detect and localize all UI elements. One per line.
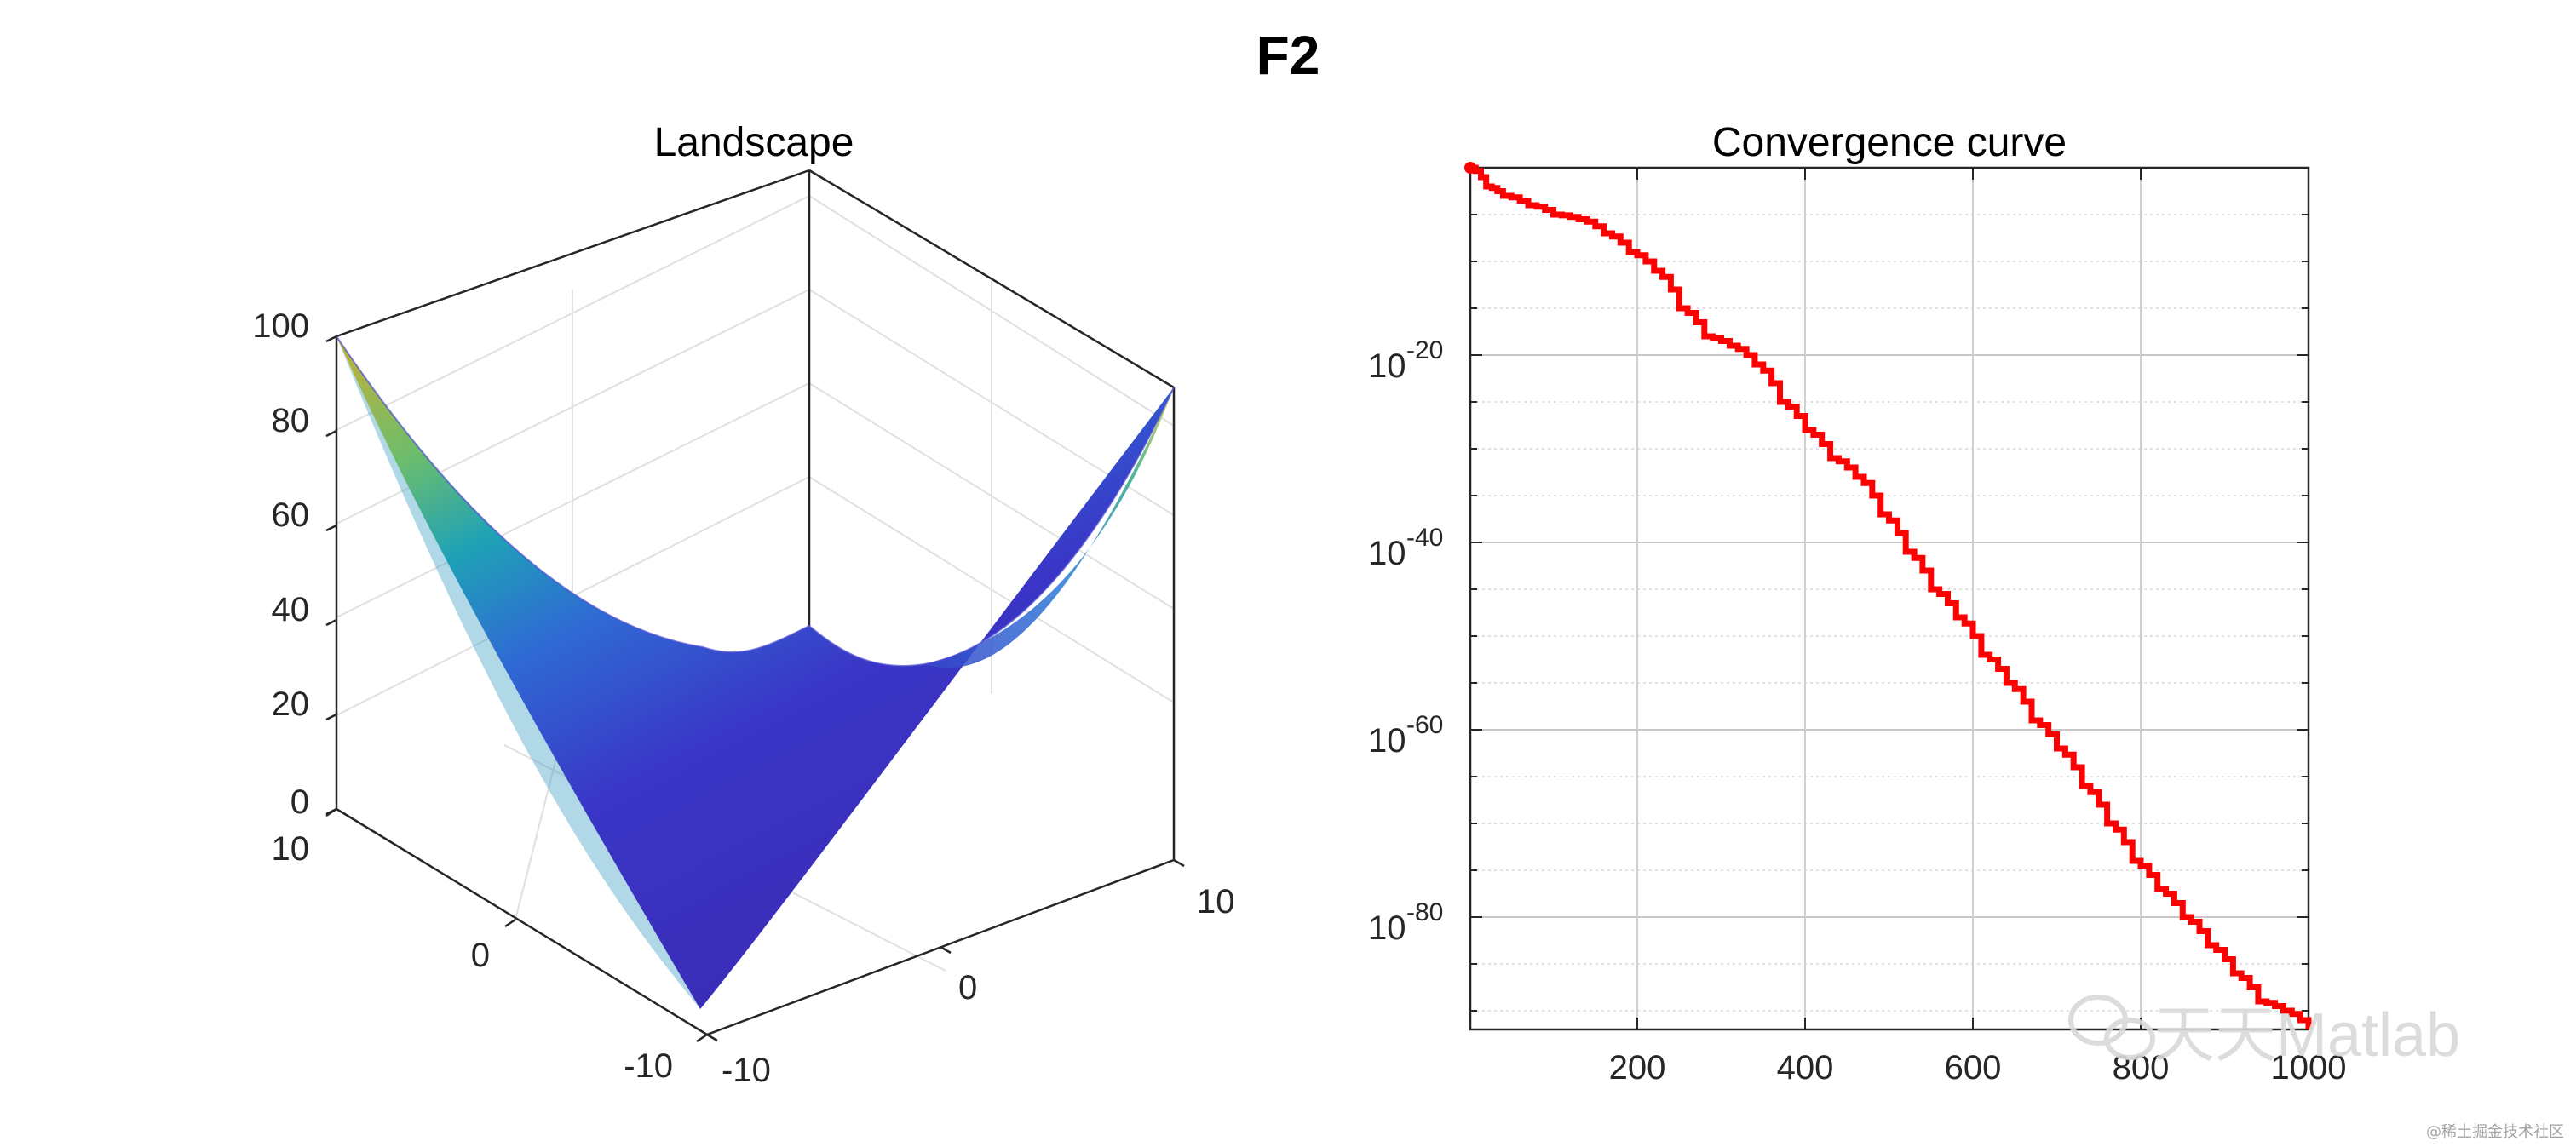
y-tick-label: 10 -20 [1368, 336, 1443, 385]
z-tick-label: 100 [252, 307, 309, 345]
y-tick-exponent: -80 [1406, 898, 1443, 926]
x-tick-label: 0 [958, 969, 977, 1006]
convergence-title: Convergence curve [1712, 120, 2067, 165]
x-tick-label: 1000 [2271, 1049, 2347, 1087]
landscape-x-ticks [706, 858, 1185, 1042]
y-tick-label: 10 [272, 830, 310, 868]
x-tick-label: 10 [1197, 883, 1235, 920]
convergence-start-marker [1464, 162, 1476, 174]
y-tick-exponent: -60 [1406, 711, 1443, 739]
z-tick-label: 40 [272, 591, 310, 628]
watermark-text: 天天Matlab [2153, 1001, 2460, 1070]
y-tick-base: 10 [1368, 722, 1406, 760]
y-tick-exponent: -40 [1406, 524, 1443, 552]
z-tick-label: 0 [290, 783, 309, 821]
convergence-plot: Convergence curve 200 400 600 800 1000 10 -20… [1368, 120, 2346, 1087]
y-tick-label: 10 -60 [1368, 711, 1443, 760]
convergence-grid [1470, 168, 2309, 1029]
y-tick-base: 10 [1368, 535, 1406, 572]
convergence-axes-box [1469, 166, 2310, 1031]
y-tick-base: 10 [1368, 909, 1406, 947]
x-tick-label: -10 [722, 1052, 771, 1089]
landscape-surface [336, 335, 1175, 1009]
watermark-small-text: @稀土掘金技术社区 [2426, 1123, 2564, 1141]
landscape-box [335, 169, 1176, 1036]
landscape-title: Landscape [654, 120, 854, 165]
landscape-y-ticks [325, 807, 708, 1043]
watermark: 天天Matlab @稀土掘金技术社区 [2068, 995, 2564, 1141]
z-tick-label: 60 [272, 496, 310, 534]
y-tick-label: 0 [471, 937, 490, 974]
x-tick-label: 200 [1609, 1049, 1666, 1087]
z-tick-label: 20 [272, 685, 310, 723]
figure-title: F2 [1256, 25, 1320, 86]
y-tick-label: 10 -80 [1368, 898, 1443, 947]
y-tick-label: 10 -40 [1368, 524, 1443, 572]
z-tick-label: 80 [272, 402, 310, 439]
landscape-z-ticks [325, 335, 337, 816]
landscape-plot: Landscape [252, 120, 1234, 1089]
x-tick-label: 600 [1945, 1049, 2002, 1087]
y-tick-base: 10 [1368, 347, 1406, 385]
y-tick-label: -10 [624, 1047, 673, 1085]
wechat-icon [2068, 995, 2155, 1060]
x-tick-label: 400 [1777, 1049, 1834, 1087]
y-tick-exponent: -20 [1406, 336, 1443, 364]
convergence-series-line [1470, 164, 2312, 1029]
